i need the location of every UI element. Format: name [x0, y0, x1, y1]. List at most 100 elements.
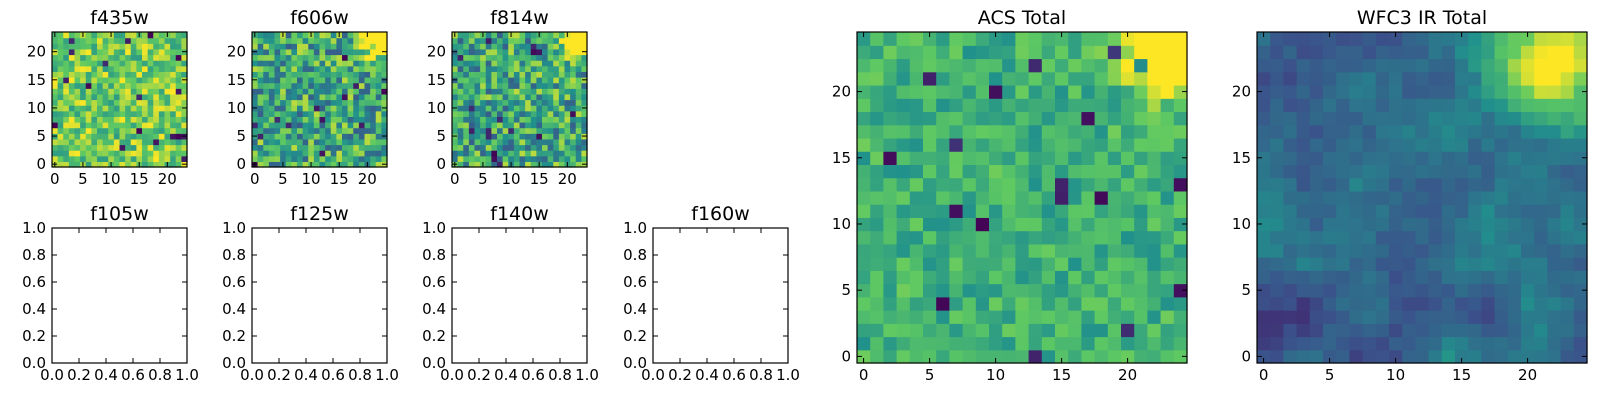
heatmap-cell [519, 60, 526, 67]
heatmap-cell [285, 93, 292, 101]
heatmap-cell [474, 77, 481, 84]
heatmap-cell [74, 155, 81, 162]
heatmap-cell [1521, 164, 1535, 179]
heatmap-cell [936, 58, 950, 73]
x-tick-label: 0.4 [94, 366, 118, 384]
heatmap-cell [125, 105, 132, 112]
heatmap-cell [536, 116, 543, 123]
heatmap-cell [268, 48, 276, 56]
heatmap-cell [1270, 124, 1284, 139]
heatmap-cell [280, 116, 287, 123]
heatmap-cell [142, 88, 149, 95]
heatmap-cell [142, 110, 149, 117]
heatmap-cell [463, 161, 470, 168]
heatmap-cell [153, 105, 160, 112]
heatmap-cell [319, 93, 326, 101]
heatmap-cell [936, 45, 950, 60]
heatmap-cell [175, 105, 182, 112]
heatmap-cell [936, 243, 950, 258]
heatmap-cell [1415, 84, 1430, 99]
heatmap-cell [68, 54, 76, 61]
heatmap-cell [280, 71, 287, 78]
heatmap-cell [263, 110, 270, 117]
heatmap-cell [570, 116, 577, 123]
heatmap-cell [113, 32, 121, 39]
heatmap-cell [1521, 111, 1535, 126]
heatmap-cell [457, 60, 464, 67]
heatmap-cell [113, 88, 121, 95]
heatmap-cell [1349, 190, 1364, 205]
heatmap-cell [1015, 323, 1030, 338]
heatmap-cell [502, 71, 509, 78]
heatmap-cell [358, 37, 366, 44]
heatmap-cell [358, 122, 366, 129]
heatmap-cell [342, 43, 349, 50]
heatmap-cell [1094, 124, 1109, 139]
heatmap-cell [463, 155, 470, 162]
heatmap-cell [280, 82, 287, 89]
heatmap-cell [308, 99, 315, 106]
heatmap-cell [989, 71, 1003, 86]
heatmap-cell [558, 82, 566, 89]
heatmap-cell [342, 155, 349, 162]
heatmap-cell [268, 127, 276, 134]
heatmap-cell [147, 60, 154, 67]
heatmap-cell [581, 32, 588, 39]
heatmap-cell [530, 48, 537, 56]
heatmap-cell [97, 133, 104, 140]
heatmap-cell [923, 296, 937, 311]
heatmap-cell [1573, 45, 1588, 60]
heatmap-cell [142, 161, 149, 168]
heatmap-cell [1349, 204, 1364, 218]
x-tick-label: 1.0 [776, 366, 800, 384]
heatmap-cell [1257, 98, 1271, 113]
heatmap-cell [463, 133, 470, 140]
heatmap-cell [353, 54, 360, 61]
heatmap-cell [542, 88, 549, 95]
heatmap-cell [962, 230, 977, 245]
heatmap-cell [1521, 124, 1535, 139]
heatmap-cell [936, 84, 950, 99]
heatmap-cell [325, 93, 332, 101]
heatmap-cell [1270, 257, 1284, 271]
heatmap-cell [570, 122, 577, 129]
heatmap-cell [153, 144, 160, 151]
heatmap-cell [542, 37, 549, 44]
heatmap-cell [485, 82, 492, 89]
heatmap-cell [319, 32, 326, 39]
heatmap-cell [257, 93, 264, 101]
heatmap-cell [147, 155, 154, 162]
heatmap-cell [1415, 257, 1430, 271]
heatmap-cell [153, 93, 160, 101]
heatmap-cell [452, 110, 459, 117]
heatmap-cell [1134, 177, 1148, 192]
heatmap-cell [1573, 204, 1588, 218]
heatmap-cell [1573, 84, 1588, 99]
heatmap-cell [125, 99, 132, 106]
heatmap-cell [1041, 323, 1056, 338]
heatmap-cell [308, 138, 315, 146]
heatmap-cell [268, 99, 276, 106]
heatmap-cell [1375, 58, 1390, 73]
heatmap-cell [1323, 32, 1337, 46]
heatmap-cell [962, 296, 977, 311]
panel-title: f160w [691, 203, 750, 225]
heatmap-cell [519, 82, 526, 89]
heatmap-cell [97, 144, 104, 151]
heatmap-cell [989, 243, 1003, 258]
heatmap-cell [119, 150, 126, 157]
heatmap-cell [975, 177, 990, 192]
heatmap-cell [252, 82, 259, 89]
heatmap-cell [1560, 58, 1575, 73]
heatmap-cell [358, 48, 366, 56]
heatmap-cell [313, 133, 321, 140]
heatmap-cell [313, 65, 321, 72]
heatmap-cell [452, 116, 459, 123]
heatmap-cell [1041, 296, 1056, 311]
heatmap-cell [1041, 310, 1056, 324]
heatmap-cell [97, 105, 104, 112]
heatmap-cell [125, 88, 132, 95]
heatmap-cell [302, 138, 309, 146]
x-tick-label: 0.6 [121, 366, 145, 384]
